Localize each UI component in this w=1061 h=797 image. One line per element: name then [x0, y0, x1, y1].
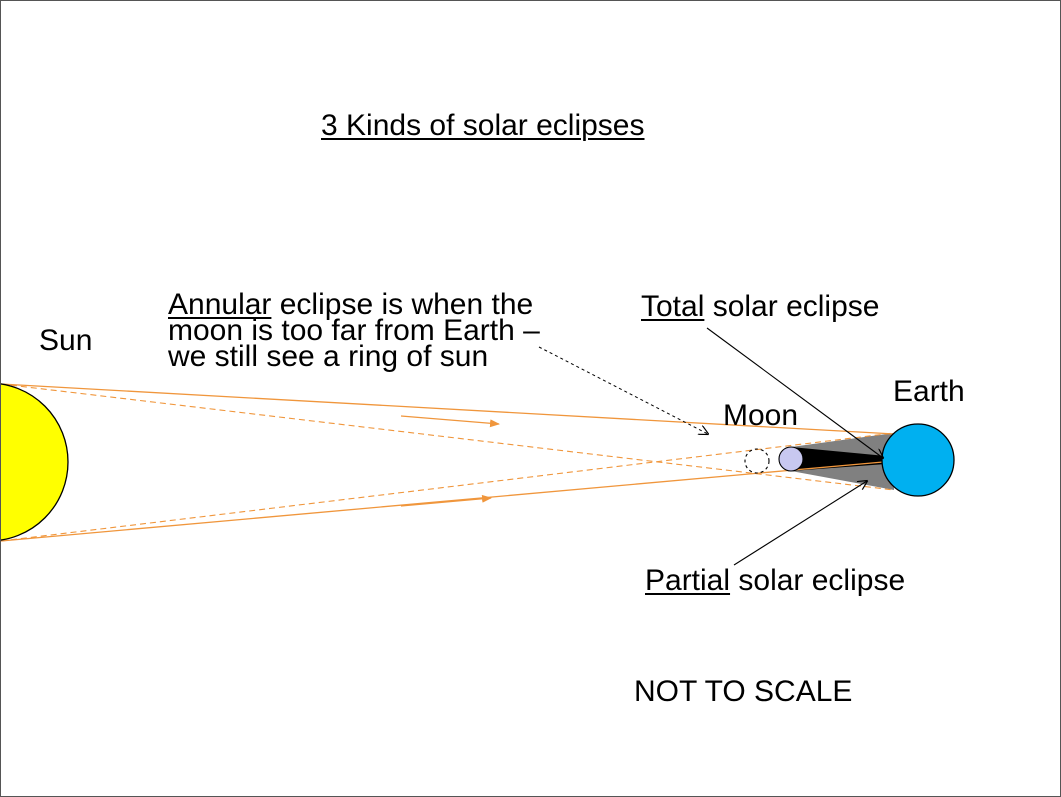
total-eclipse-label: Total solar eclipse — [641, 292, 879, 322]
umbra-shadow — [791, 447, 886, 471]
partial-pointer-arrow — [733, 481, 867, 566]
partial-keyword: Partial — [645, 564, 731, 597]
moon-label: Moon — [723, 399, 799, 432]
total-keyword: Total — [641, 290, 705, 323]
annular-pointer-arrow — [538, 346, 708, 434]
total-pointer-arrow — [706, 327, 883, 458]
annular-line-1: Annular eclipse is when the — [168, 290, 540, 320]
sun-ray-upper — [1, 383, 895, 435]
ray-direction-arrow-upper — [400, 415, 500, 428]
moon-circle — [778, 446, 804, 472]
not-to-scale-note: NOT TO SCALE — [634, 675, 853, 708]
annular-line-1-rest: eclipse is when the — [271, 288, 534, 321]
total-label-rest: solar eclipse — [704, 290, 880, 323]
sun-label: Sun — [39, 324, 93, 357]
sun-ray-dashed-lower — [1, 432, 895, 542]
moon-far-position — [744, 448, 770, 474]
sun-circle — [1, 383, 69, 541]
sun-ray-lower — [1, 460, 895, 542]
annular-keyword: Annular — [168, 288, 272, 321]
annular-line-2: moon is too far from Earth – — [168, 314, 540, 347]
ray-direction-arrow-lower — [400, 494, 492, 507]
partial-label-rest: solar eclipse — [730, 564, 906, 597]
earth-circle — [881, 423, 955, 497]
annular-eclipse-description: Annular eclipse is when the moon is too … — [168, 290, 540, 373]
annular-line-3: we still see a ring of sun — [168, 340, 489, 373]
partial-eclipse-label: Partial solar eclipse — [645, 566, 905, 596]
earth-label: Earth — [893, 375, 965, 408]
page-title: 3 Kinds of solar eclipses — [321, 109, 645, 142]
